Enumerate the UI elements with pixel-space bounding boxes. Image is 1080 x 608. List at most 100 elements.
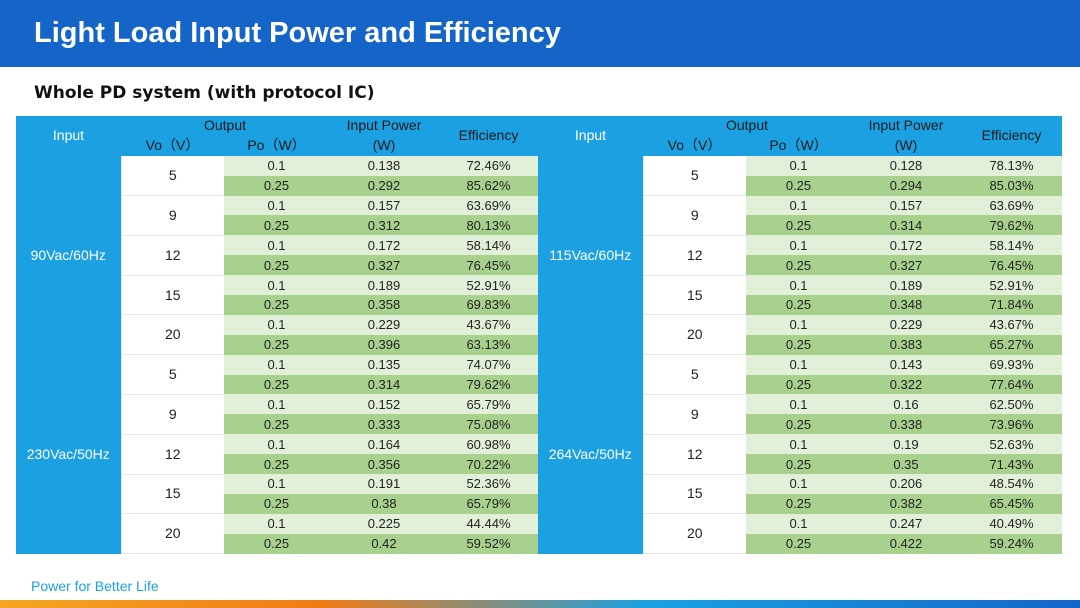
table-row: 0.25 0.348 71.84% [538,295,1062,315]
po-cell: 0.1 [224,275,329,296]
efficiency-cell: 72.46% [439,155,538,176]
efficiency-cell: 65.79% [439,394,538,415]
input-power-cell: 0.35 [851,454,961,475]
table-row: 264Vac/50Hz 5 0.1 0.143 69.93% [538,354,1062,554]
efficiency-cell: 69.83% [439,295,538,315]
table-row: 0.25 0.382 65.45% [538,493,1062,514]
efficiency-cell: 63.13% [439,334,538,355]
po-cell: 0.1 [746,474,851,494]
table-row: 0.25 0.422 59.24% [538,533,1062,554]
efficiency-cell: 59.52% [439,533,538,554]
efficiency-cell: 85.62% [439,175,538,196]
po-cell: 0.1 [224,354,329,375]
footer-accent-bar [0,600,1080,608]
efficiency-cell: 69.93% [961,354,1062,375]
input-power-cell: 0.189 [329,275,439,296]
input-power-cell: 0.338 [851,414,961,435]
input-power-cell: 0.172 [329,235,439,256]
po-cell: 0.25 [224,533,329,554]
po-cell: 0.1 [224,314,329,335]
table-row: 12 0.1 0.164 60.98% [16,434,538,475]
vo-cell: 9 [642,394,746,435]
po-cell: 0.25 [224,334,329,355]
input-power-cell: 0.348 [851,295,961,315]
efficiency-cell: 85.03% [961,175,1062,196]
header-output: Output [121,116,329,136]
efficiency-cell: 71.43% [961,454,1062,475]
table-row: 15 0.1 0.189 52.91% [16,275,538,316]
vo-cell: 15 [642,275,746,316]
po-cell: 0.25 [746,215,851,236]
input-power-cell: 0.157 [329,195,439,216]
po-cell: 0.25 [746,493,851,514]
po-cell: 0.25 [224,374,329,395]
header-output: Output [643,116,851,136]
vo-cell: 12 [642,434,746,475]
input-condition-cell: 115Vac/60Hz [538,155,643,355]
input-power-cell: 0.164 [329,434,439,455]
efficiency-cell: 63.69% [961,195,1062,216]
efficiency-cell: 76.45% [961,255,1062,276]
header-vo: Vo（V） [643,135,746,156]
input-power-cell: 0.294 [851,175,961,196]
efficiency-cell: 65.27% [961,334,1062,355]
po-cell: 0.25 [746,533,851,554]
header-efficiency: Efficiency [439,116,538,156]
po-cell: 0.25 [224,454,329,475]
po-cell: 0.25 [746,414,851,435]
table-row: 0.25 0.327 76.45% [16,255,538,276]
po-cell: 0.25 [224,215,329,236]
table-row: 0.25 0.358 69.83% [16,295,538,315]
po-cell: 0.25 [746,255,851,276]
table-row: 0.25 0.322 77.64% [538,374,1062,395]
po-cell: 0.1 [746,155,851,176]
table-row: 15 0.1 0.206 48.54% [538,474,1062,515]
input-power-cell: 0.327 [329,255,439,276]
table-row: 15 0.1 0.191 52.36% [16,474,538,515]
input-power-cell: 0.128 [851,155,961,176]
input-power-cell: 0.157 [851,195,961,216]
po-cell: 0.1 [746,314,851,335]
header-vo: Vo（V） [121,135,224,156]
po-cell: 0.25 [746,454,851,475]
vo-cell: 9 [120,394,224,435]
input-power-cell: 0.42 [329,533,439,554]
efficiency-table-right: Input Output Input Power Efficiency Vo（V… [538,116,1062,555]
efficiency-cell: 79.62% [439,374,538,395]
efficiency-cell: 60.98% [439,434,538,455]
table-row: 20 0.1 0.225 44.44% [16,513,538,555]
po-cell: 0.25 [746,374,851,395]
efficiency-cell: 63.69% [439,195,538,216]
table-row: 115Vac/60Hz 5 0.1 0.128 78.13% [538,155,1062,355]
po-cell: 0.25 [224,414,329,435]
table-row: 9 0.1 0.157 63.69% [16,195,538,236]
table-row: 12 0.1 0.19 52.63% [538,434,1062,475]
table-row: 20 0.1 0.229 43.67% [538,314,1062,356]
input-power-cell: 0.229 [329,314,439,335]
efficiency-cell: 52.63% [961,434,1062,455]
input-power-cell: 0.292 [329,175,439,196]
vo-cell: 5 [642,354,746,395]
table-row: 20 0.1 0.247 40.49% [538,513,1062,555]
table-row: 20 0.1 0.229 43.67% [16,314,538,356]
vo-cell: 5 [120,155,224,197]
po-cell: 0.1 [224,155,329,176]
po-cell: 0.1 [224,235,329,256]
vo-cell: 20 [642,513,746,555]
table-row: 9 0.1 0.16 62.50% [538,394,1062,435]
efficiency-cell: 43.67% [961,314,1062,335]
input-power-cell: 0.322 [851,374,961,395]
input-power-cell: 0.247 [851,513,961,534]
header-efficiency: Efficiency [961,116,1062,156]
table-row: 0.25 0.312 80.13% [16,215,538,236]
efficiency-cell: 43.67% [439,314,538,335]
table-row: 0.25 0.292 85.62% [16,175,538,196]
input-power-cell: 0.422 [851,533,961,554]
efficiency-cell: 76.45% [439,255,538,276]
table-row: 0.25 0.38 65.79% [16,493,538,514]
po-cell: 0.25 [746,334,851,355]
po-cell: 0.1 [746,354,851,375]
efficiency-cell: 62.50% [961,394,1062,415]
header-input: Input [538,116,643,156]
efficiency-cell: 52.91% [961,275,1062,296]
